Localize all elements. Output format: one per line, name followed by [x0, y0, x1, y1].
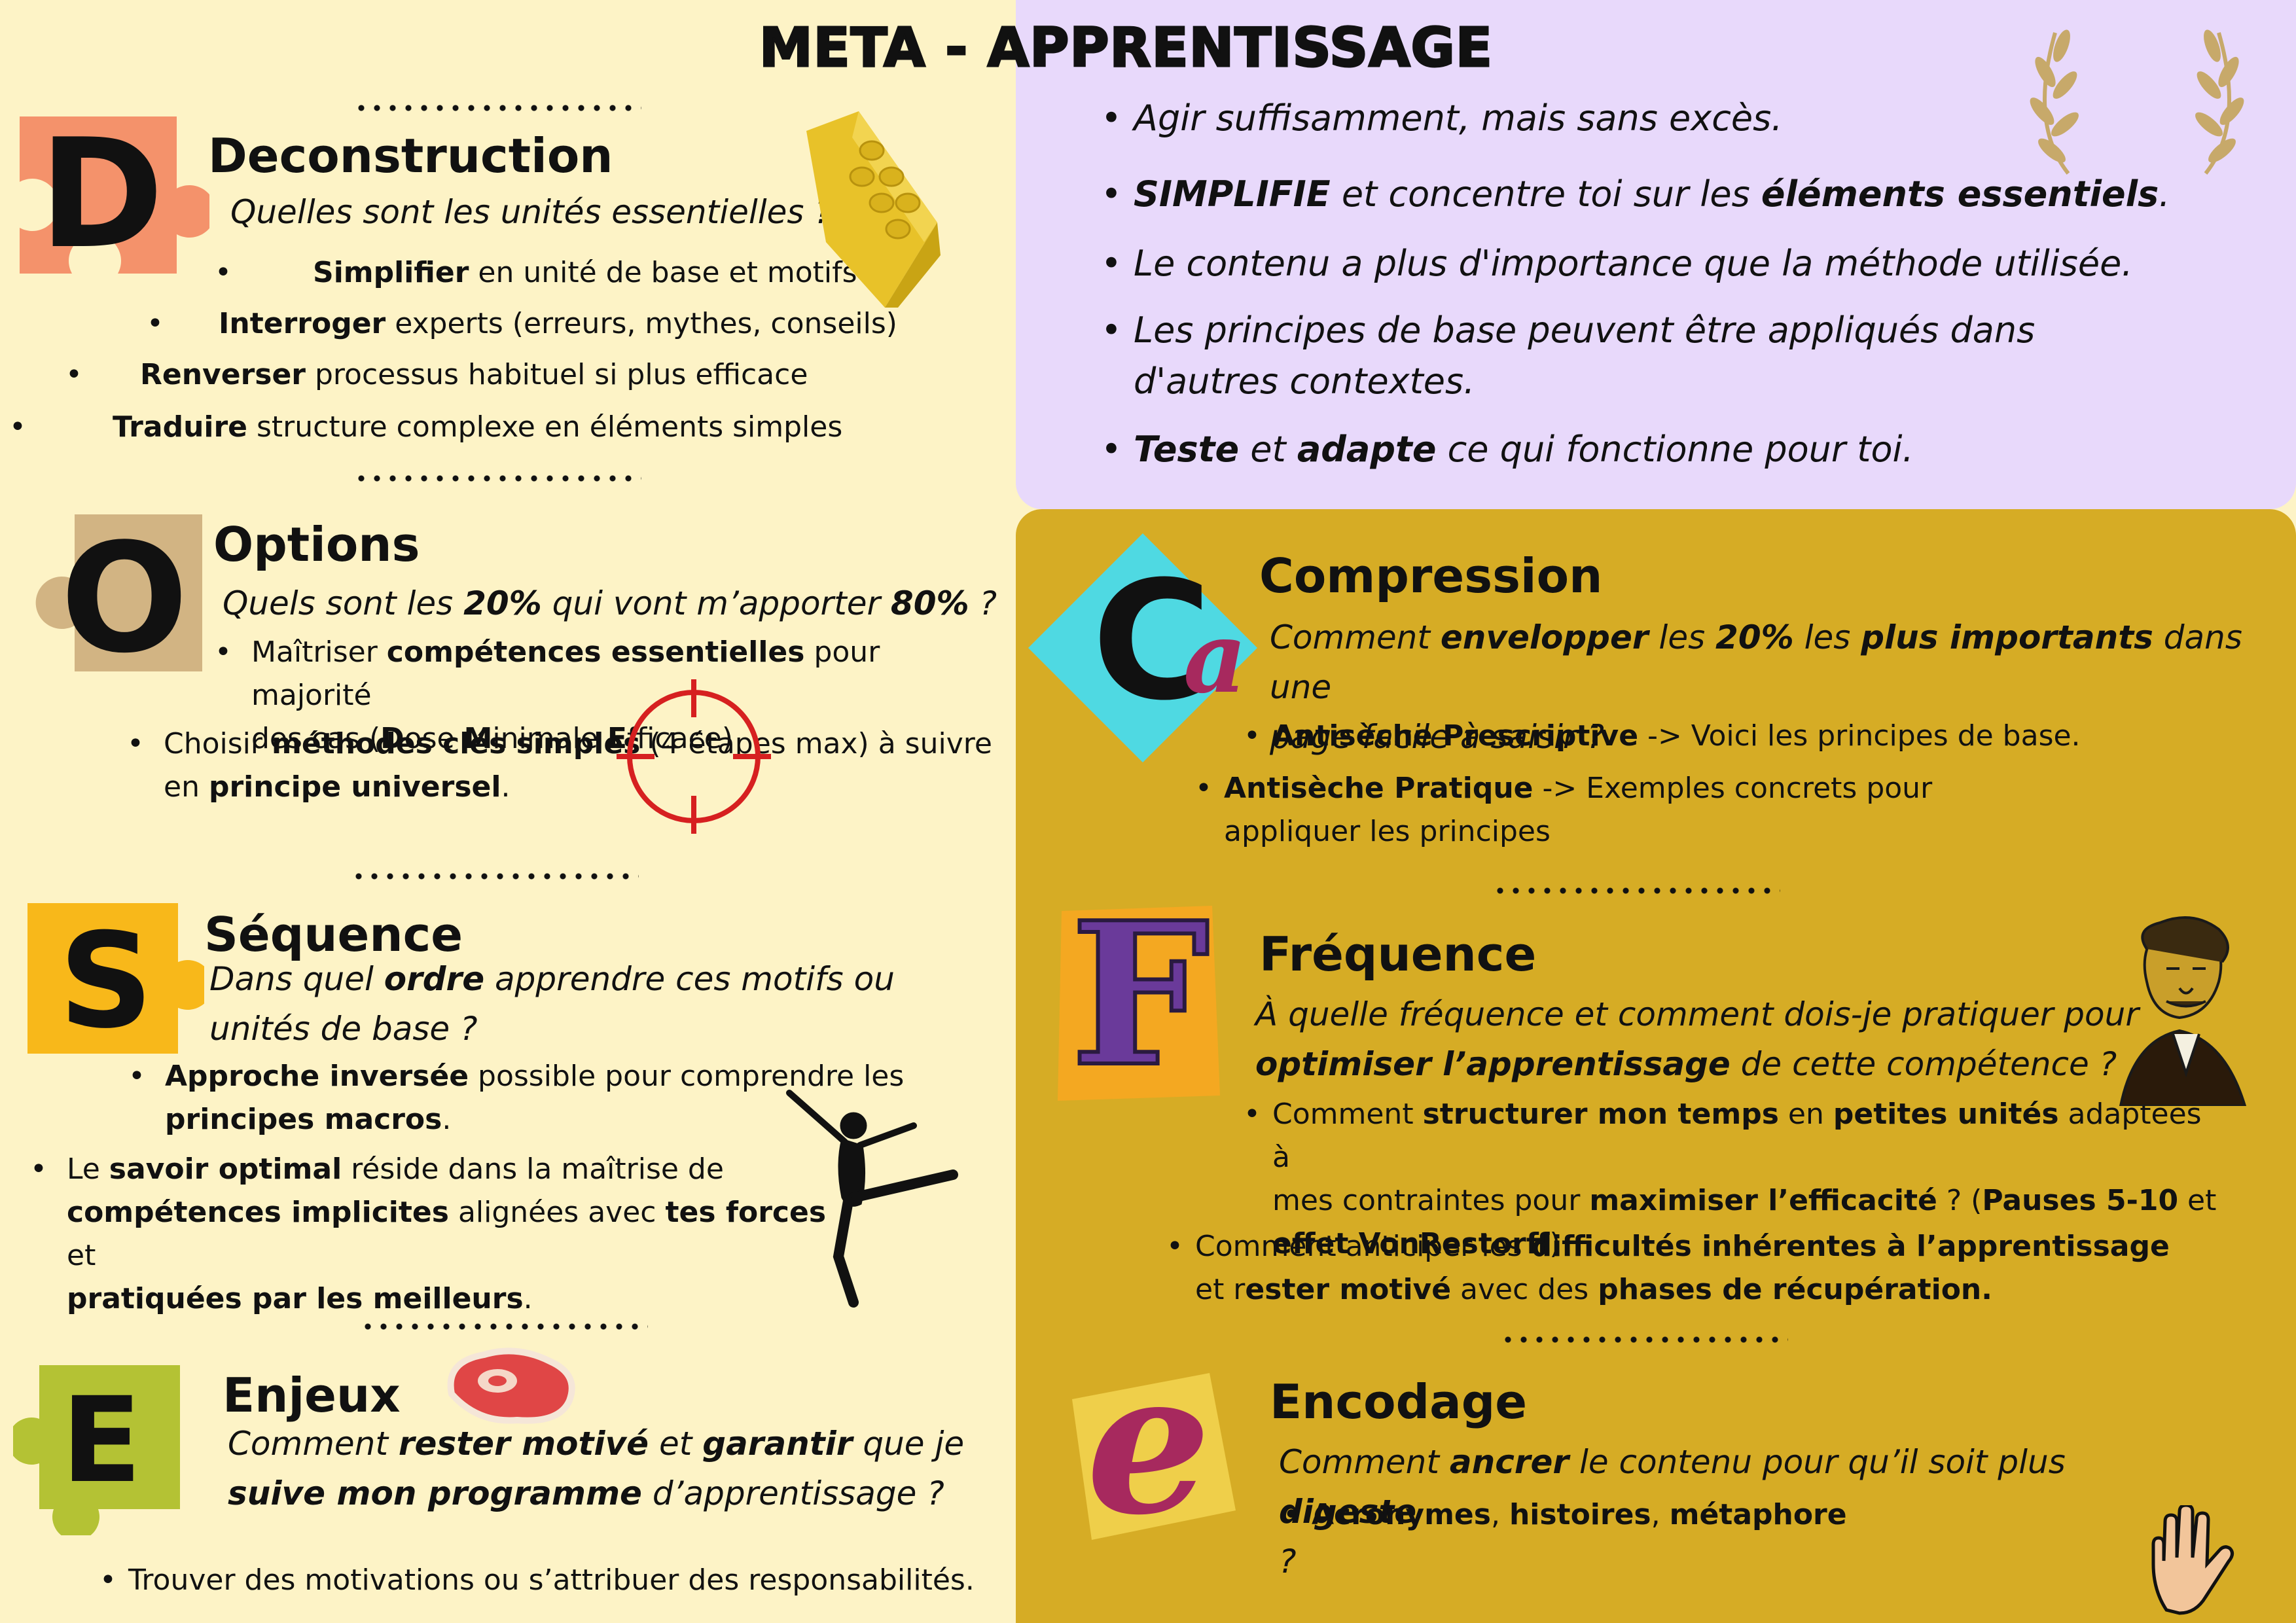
torn-paper-f-icon [1058, 906, 1220, 1101]
separator [1492, 887, 1780, 894]
section-letter-e-small: e [1086, 1327, 1211, 1558]
list-item: • Comment anticiper les difficultés inhér… [1166, 1230, 2170, 1306]
sequence-question: Dans quel ordre apprendre ces motifs ou u… [209, 960, 895, 1048]
principle-text: Agir suffisamment, mais sans excès. [1134, 98, 1783, 139]
list-item: • Choisir méthodes clés simples (4 étapes… [127, 727, 992, 804]
puzzle-piece-s-icon [27, 903, 204, 1054]
section-letter-f: F [1069, 879, 1212, 1110]
separator [360, 1323, 648, 1330]
list-item: • Simplifier en unité de base et motifs [215, 256, 857, 289]
list-item: • Maîtriser compétences essentielles pour… [215, 635, 880, 755]
separator [351, 873, 639, 880]
list-item: • Approche inversée possible pour compren… [128, 1060, 905, 1136]
target-icon [617, 679, 771, 834]
separator [353, 475, 641, 482]
list-item: • Antisèche Pratique -> Exemples concrets… [1195, 772, 1933, 848]
section-letter-d: D [39, 107, 164, 282]
principle-item: • Agir suffisamment, mais sans excès. [1101, 98, 1783, 139]
section-letter-c: C [1092, 546, 1212, 736]
encodage-title: Encodage [1270, 1374, 1528, 1429]
dancer-icon [786, 1090, 958, 1308]
portrait-icon [2119, 916, 2247, 1106]
options-question: Quels sont les 20% qui vont m’apporter 8… [223, 584, 997, 622]
hand-icon [2151, 1505, 2234, 1615]
frequence-question: À quelle fréquence et comment dois-je pr… [1255, 995, 2139, 1083]
principle-item: • Les principes de base peuvent être appl… [1101, 310, 2036, 402]
section-letter-e: E [61, 1372, 142, 1509]
list-item: • Trouver des motivations ou s’attribuer … [99, 1563, 975, 1597]
deconstruction-title: Deconstruction [208, 128, 613, 183]
section-letter-o: O [60, 512, 188, 687]
cfe-panel [1016, 509, 2296, 1623]
laurel-icon [2195, 29, 2244, 175]
separator [353, 105, 641, 111]
enjeux-question: Comment rester motivé et garantir que je… [228, 1425, 965, 1512]
page-title: META - APPRENTISSAGE [759, 16, 1494, 80]
deconstruction-question: Quelles sont les unités essentielles ? [230, 193, 832, 231]
options-title: Options [213, 517, 420, 572]
list-item: • Interroger experts (erreurs, mythes, co… [147, 307, 897, 340]
list-item: • Le savoir optimal réside dans la maîtri… [30, 1152, 827, 1315]
enjeux-title: Enjeux [223, 1368, 401, 1423]
section-letter-s: S [58, 905, 154, 1058]
principles-panel [1016, 0, 2296, 509]
list-item: • Acronymes, histoires, métaphore [1283, 1498, 1847, 1531]
principle-item: • SIMPLIFIE et concentre toi sur les élém… [1101, 173, 2170, 215]
puzzle-piece-o-icon [35, 514, 203, 671]
principle-item: • Le contenu a plus d'importance que la m… [1101, 243, 2133, 284]
list-item: • Renverser processus habituel si plus ef… [65, 358, 808, 391]
laurel-icon [2030, 29, 2079, 175]
diamond-c-icon [1028, 533, 1257, 762]
sequence-title: Séquence [204, 907, 463, 962]
puzzle-piece-d-icon [20, 116, 209, 274]
list-item: • Comment structurer mon temps en petites… [1244, 1097, 2217, 1260]
compression-question: Comment envelopper les 20% les plus impo… [1270, 618, 2242, 756]
encodage-question: Comment ancrer le contenu pour qu’il soi… [1279, 1443, 2066, 1580]
frequence-title: Fréquence [1259, 927, 1537, 982]
separator [1500, 1336, 1788, 1343]
lego-brick-icon [806, 111, 941, 308]
puzzle-piece-e-icon [13, 1365, 180, 1535]
section-letter-a: a [1183, 600, 1247, 715]
torn-paper-e-icon [1072, 1373, 1236, 1540]
principle-item: • Teste et adapte ce qui fonctionne pour … [1101, 429, 1914, 470]
compression-title: Compression [1259, 548, 1603, 603]
list-item: • Traduire structure complexe en éléments… [9, 410, 843, 444]
list-item: • Antisèche Prescriptive -> Voici les pri… [1244, 719, 2081, 753]
steak-icon [447, 1347, 575, 1424]
